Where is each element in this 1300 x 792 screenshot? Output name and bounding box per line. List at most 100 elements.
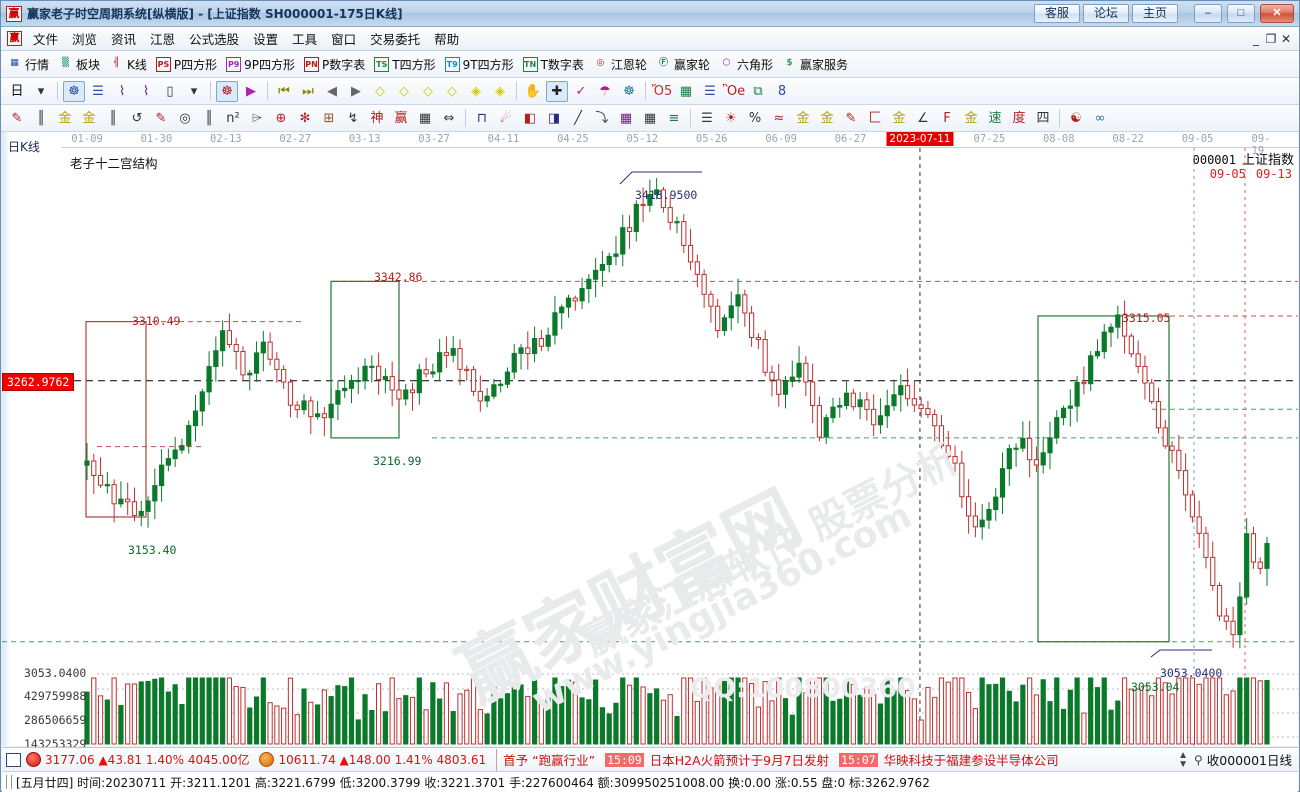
percent-grid-icon[interactable]: ║ <box>102 108 124 129</box>
pen-tool-icon[interactable]: ✎ <box>6 108 28 129</box>
first-page-icon[interactable]: ⏮ <box>273 81 295 102</box>
circle-tool-icon[interactable]: ◎ <box>174 108 196 129</box>
quote-shenzhen[interactable]: 10611.74 ▲148.00 1.41% 4803.61 <box>278 753 486 767</box>
levels-icon[interactable]: ☰ <box>696 108 718 129</box>
feature-p-square[interactable]: PS P四方形 <box>156 56 217 73</box>
feature-kline[interactable]: ╣ K线 <box>109 56 147 73</box>
four-lines-icon[interactable]: 四 <box>1032 108 1054 129</box>
chart-area[interactable]: 日K线 老子十二宫结构 01-09 01-30 02-13 02-27 03-13 03-… <box>2 132 1298 746</box>
zoom-in-icon[interactable]: ◇ <box>417 81 439 102</box>
cycle-icon[interactable]: ☸ <box>216 81 238 102</box>
gold-lines-icon[interactable]: 金 <box>816 108 838 129</box>
mdi-minimize-button[interactable]: _ <box>1249 32 1263 46</box>
menu-news[interactable]: 资讯 <box>104 27 143 50</box>
wave9-icon[interactable]: ⌇ <box>135 81 157 102</box>
mdi-close-button[interactable]: ✕ <box>1279 32 1293 46</box>
menu-trade-order[interactable]: 交易委托 <box>363 27 427 50</box>
close-button[interactable]: ✕ <box>1260 4 1294 23</box>
fib-lines-icon[interactable]: F <box>936 108 958 129</box>
menu-file[interactable]: 文件 <box>26 27 65 50</box>
percent-lines-icon[interactable]: ≈ <box>768 108 790 129</box>
box-lines-icon[interactable]: 匚 <box>864 108 886 129</box>
page-left-icon[interactable]: ◀ <box>321 81 343 102</box>
page-right-icon[interactable]: ▶ <box>345 81 367 102</box>
ying-tool-icon[interactable]: 赢 <box>390 108 412 129</box>
feature-sectors[interactable]: ▒ 板块 <box>58 56 100 73</box>
shift-right-icon[interactable]: ◇ <box>393 81 415 102</box>
collapse-icon[interactable]: ◈ <box>489 81 511 102</box>
gold-ratio2-tool-icon[interactable]: 金 <box>78 108 100 129</box>
news-item-1[interactable]: 首予 “跑赢行业” <box>503 750 595 769</box>
feature-winner-service[interactable]: $ 赢家服务 <box>782 56 848 73</box>
expand-icon[interactable]: ◈ <box>465 81 487 102</box>
polyline-icon[interactable]: ⤵ <box>591 108 613 129</box>
feature-hexagon[interactable]: ⬡ 六角形 <box>719 56 773 73</box>
copy-icon[interactable]: ⧉ <box>747 81 769 102</box>
gold-circle-icon[interactable]: 金 <box>792 108 814 129</box>
trendline-icon[interactable]: ╱ <box>567 108 589 129</box>
feature-quotes[interactable]: ▦ 行情 <box>7 56 49 73</box>
quote-shanghai[interactable]: 3177.06 ▲43.81 1.40% 4045.00亿 <box>45 751 249 768</box>
period-dropdown-arrow[interactable]: ▾ <box>30 81 52 102</box>
taiji-icon[interactable]: ☯ <box>1065 108 1087 129</box>
equal-div-icon[interactable]: ║ <box>198 108 220 129</box>
shen-tool-icon[interactable]: 神 <box>366 108 388 129</box>
parallel-lines-icon[interactable]: ≡ <box>663 108 685 129</box>
marker-icon[interactable]: ✎ <box>150 108 172 129</box>
hand-pan-icon[interactable]: ✋ <box>522 81 544 102</box>
maximize-button[interactable]: □ <box>1227 4 1255 23</box>
report-icon[interactable]: ☰ <box>87 81 109 102</box>
pencil-lines-icon[interactable]: ✎ <box>840 108 862 129</box>
zigzag-icon[interactable]: ↯ <box>342 108 364 129</box>
menu-gann[interactable]: 江恩 <box>143 27 182 50</box>
target-icon[interactable]: ⊕ <box>270 108 292 129</box>
feature-winner-wheel[interactable]: Ⓕ 赢家轮 <box>656 56 710 73</box>
overlay-compare-icon[interactable]: ☸ <box>63 81 85 102</box>
flag-icon[interactable]: ▶ <box>240 81 262 102</box>
news-item-2[interactable]: 日本H2A火箭预计于9月7日发射 <box>650 750 829 769</box>
infinity-icon[interactable]: ∞ <box>1089 108 1111 129</box>
spiral-icon[interactable]: ↺ <box>126 108 148 129</box>
menu-browse[interactable]: 浏览 <box>65 27 104 50</box>
draw-line-icon[interactable]: ✓ <box>570 81 592 102</box>
starburst-icon[interactable]: ✻ <box>294 108 316 129</box>
fan-icon[interactable]: ☂ <box>594 81 616 102</box>
number-grid-icon[interactable]: ▦ <box>414 108 436 129</box>
spinner-icon[interactable]: ▲ ▼ <box>1178 751 1188 769</box>
grid2-tool-icon[interactable]: ▦ <box>639 108 661 129</box>
menu-help[interactable]: 帮助 <box>427 27 466 50</box>
minimize-button[interactable]: – <box>1194 4 1222 23</box>
table-icon[interactable]: ▦ <box>675 81 697 102</box>
feature-t-number-table[interactable]: TN T数字表 <box>523 56 584 73</box>
resize-handle[interactable] <box>6 775 12 789</box>
feature-t-square[interactable]: TS T四方形 <box>374 56 435 73</box>
feature-9t-square[interactable]: T9 9T四方形 <box>445 56 514 73</box>
customer-service-button[interactable]: 客服 <box>1034 4 1080 23</box>
quote-grid-icon[interactable] <box>6 753 21 767</box>
homepage-button[interactable]: 主页 <box>1132 4 1178 23</box>
gann-fan-tool-icon[interactable]: ║ <box>30 108 52 129</box>
chart-plot[interactable]: 赢家财富网 赢家江恩软件 股票分析 www.yingjia360.com QQ:… <box>2 148 1298 746</box>
angle-tool-icon[interactable]: ⌲ <box>246 108 268 129</box>
news-item-3[interactable]: 华映科技于福建参设半导体公司 <box>884 750 1059 769</box>
fan-lines-icon[interactable]: ☄ <box>495 108 517 129</box>
mdi-restore-button[interactable]: ❐ <box>1264 32 1278 46</box>
period-day-button[interactable]: 日 <box>6 81 28 102</box>
sun-lines-icon[interactable]: ☀ <box>720 108 742 129</box>
shift-left-icon[interactable]: ◇ <box>369 81 391 102</box>
wave3-icon[interactable]: ⌇ <box>111 81 133 102</box>
angle-lines-icon[interactable]: ∠ <box>912 108 934 129</box>
bar-dropdown-arrow[interactable]: ▾ <box>183 81 205 102</box>
print-icon[interactable]: ὚8 <box>771 81 793 102</box>
feature-p-number-table[interactable]: PN P数字表 <box>304 56 365 73</box>
grid-tool-icon[interactable]: ▦ <box>615 108 637 129</box>
gold-lines2-icon[interactable]: 金 <box>888 108 910 129</box>
gold-lines3-icon[interactable]: 金 <box>960 108 982 129</box>
brain-icon[interactable]: ☸ <box>618 81 640 102</box>
crosshair-icon[interactable]: ✚ <box>546 81 568 102</box>
news-ticker[interactable]: 首予 “跑赢行业” 15:09 日本H2A火箭预计于9月7日发射 15:07 华… <box>496 749 1069 771</box>
gold-ratio-tool-icon[interactable]: 金 <box>54 108 76 129</box>
gann-box-icon[interactable]: ◧ <box>519 108 541 129</box>
degree-lines-icon[interactable]: 度 <box>1008 108 1030 129</box>
menu-formula-screen[interactable]: 公式选股 <box>182 27 246 50</box>
